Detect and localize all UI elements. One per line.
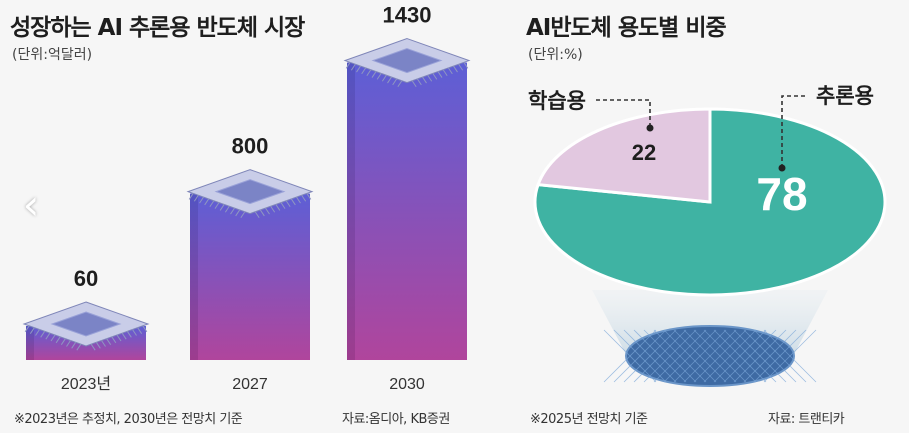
- left-chart-footnote: ※2023년은 추정치, 2030년은 전망치 기준: [14, 412, 243, 427]
- pie-slice-1: [536, 107, 712, 204]
- bar-chart: 60 2023년 800 2027 1430 2030: [22, 3, 471, 393]
- pie-chart: 78 22 추론용 학습용: [528, 85, 887, 387]
- bar-value-label: 60: [74, 266, 98, 291]
- bar-category-label: 2023년: [61, 375, 111, 393]
- left-chart-panel: 성장하는 AI 추론용 반도체 시장 (단위:억달러) 60 2023년 800 20…: [10, 3, 471, 427]
- chip-icon: [343, 38, 471, 88]
- pie-value-label: 78: [756, 168, 807, 220]
- bar-category-label: 2027: [232, 376, 268, 393]
- chevron-left-icon[interactable]: ‹: [22, 180, 40, 229]
- wafer-icon: [603, 325, 817, 387]
- pie-value-label: 22: [632, 140, 656, 165]
- bar-value-label: 800: [232, 134, 269, 159]
- bar-2: [347, 62, 467, 361]
- bar-shade-0: [26, 326, 34, 360]
- chip-icon: [22, 301, 150, 351]
- right-chart-footnote: ※2025년 전망치 기준: [530, 412, 648, 427]
- right-chart-unit: (단위:%): [528, 47, 583, 63]
- right-chart-source: 자료: 트랜티카: [768, 412, 845, 427]
- chip-icon: [186, 169, 314, 219]
- right-chart-panel: AI반도체 용도별 비중 (단위:%) 78 22 추론용 학습용 ※2025년 전망…: [510, 0, 909, 433]
- bar-1: [190, 193, 310, 360]
- leader-line: [596, 99, 651, 128]
- leader-dot: [778, 164, 786, 172]
- pie-category-label: 학습용: [528, 90, 586, 113]
- leader-dot: [646, 124, 654, 132]
- leader-line: [781, 95, 808, 168]
- bar-value-label: 1430: [383, 3, 432, 28]
- right-chart-title: AI반도체 용도별 비중: [526, 15, 727, 41]
- bar-shade-1: [190, 193, 198, 360]
- left-chart-source: 자료:옴디아, KB증권: [342, 412, 450, 427]
- bar-category-label: 2030: [389, 376, 425, 393]
- left-chart-title: 성장하는 AI 추론용 반도체 시장: [10, 15, 305, 41]
- pie-category-label: 추론용: [816, 85, 874, 108]
- left-chart-unit: (단위:억달러): [12, 47, 93, 63]
- bar-shade-2: [347, 62, 355, 361]
